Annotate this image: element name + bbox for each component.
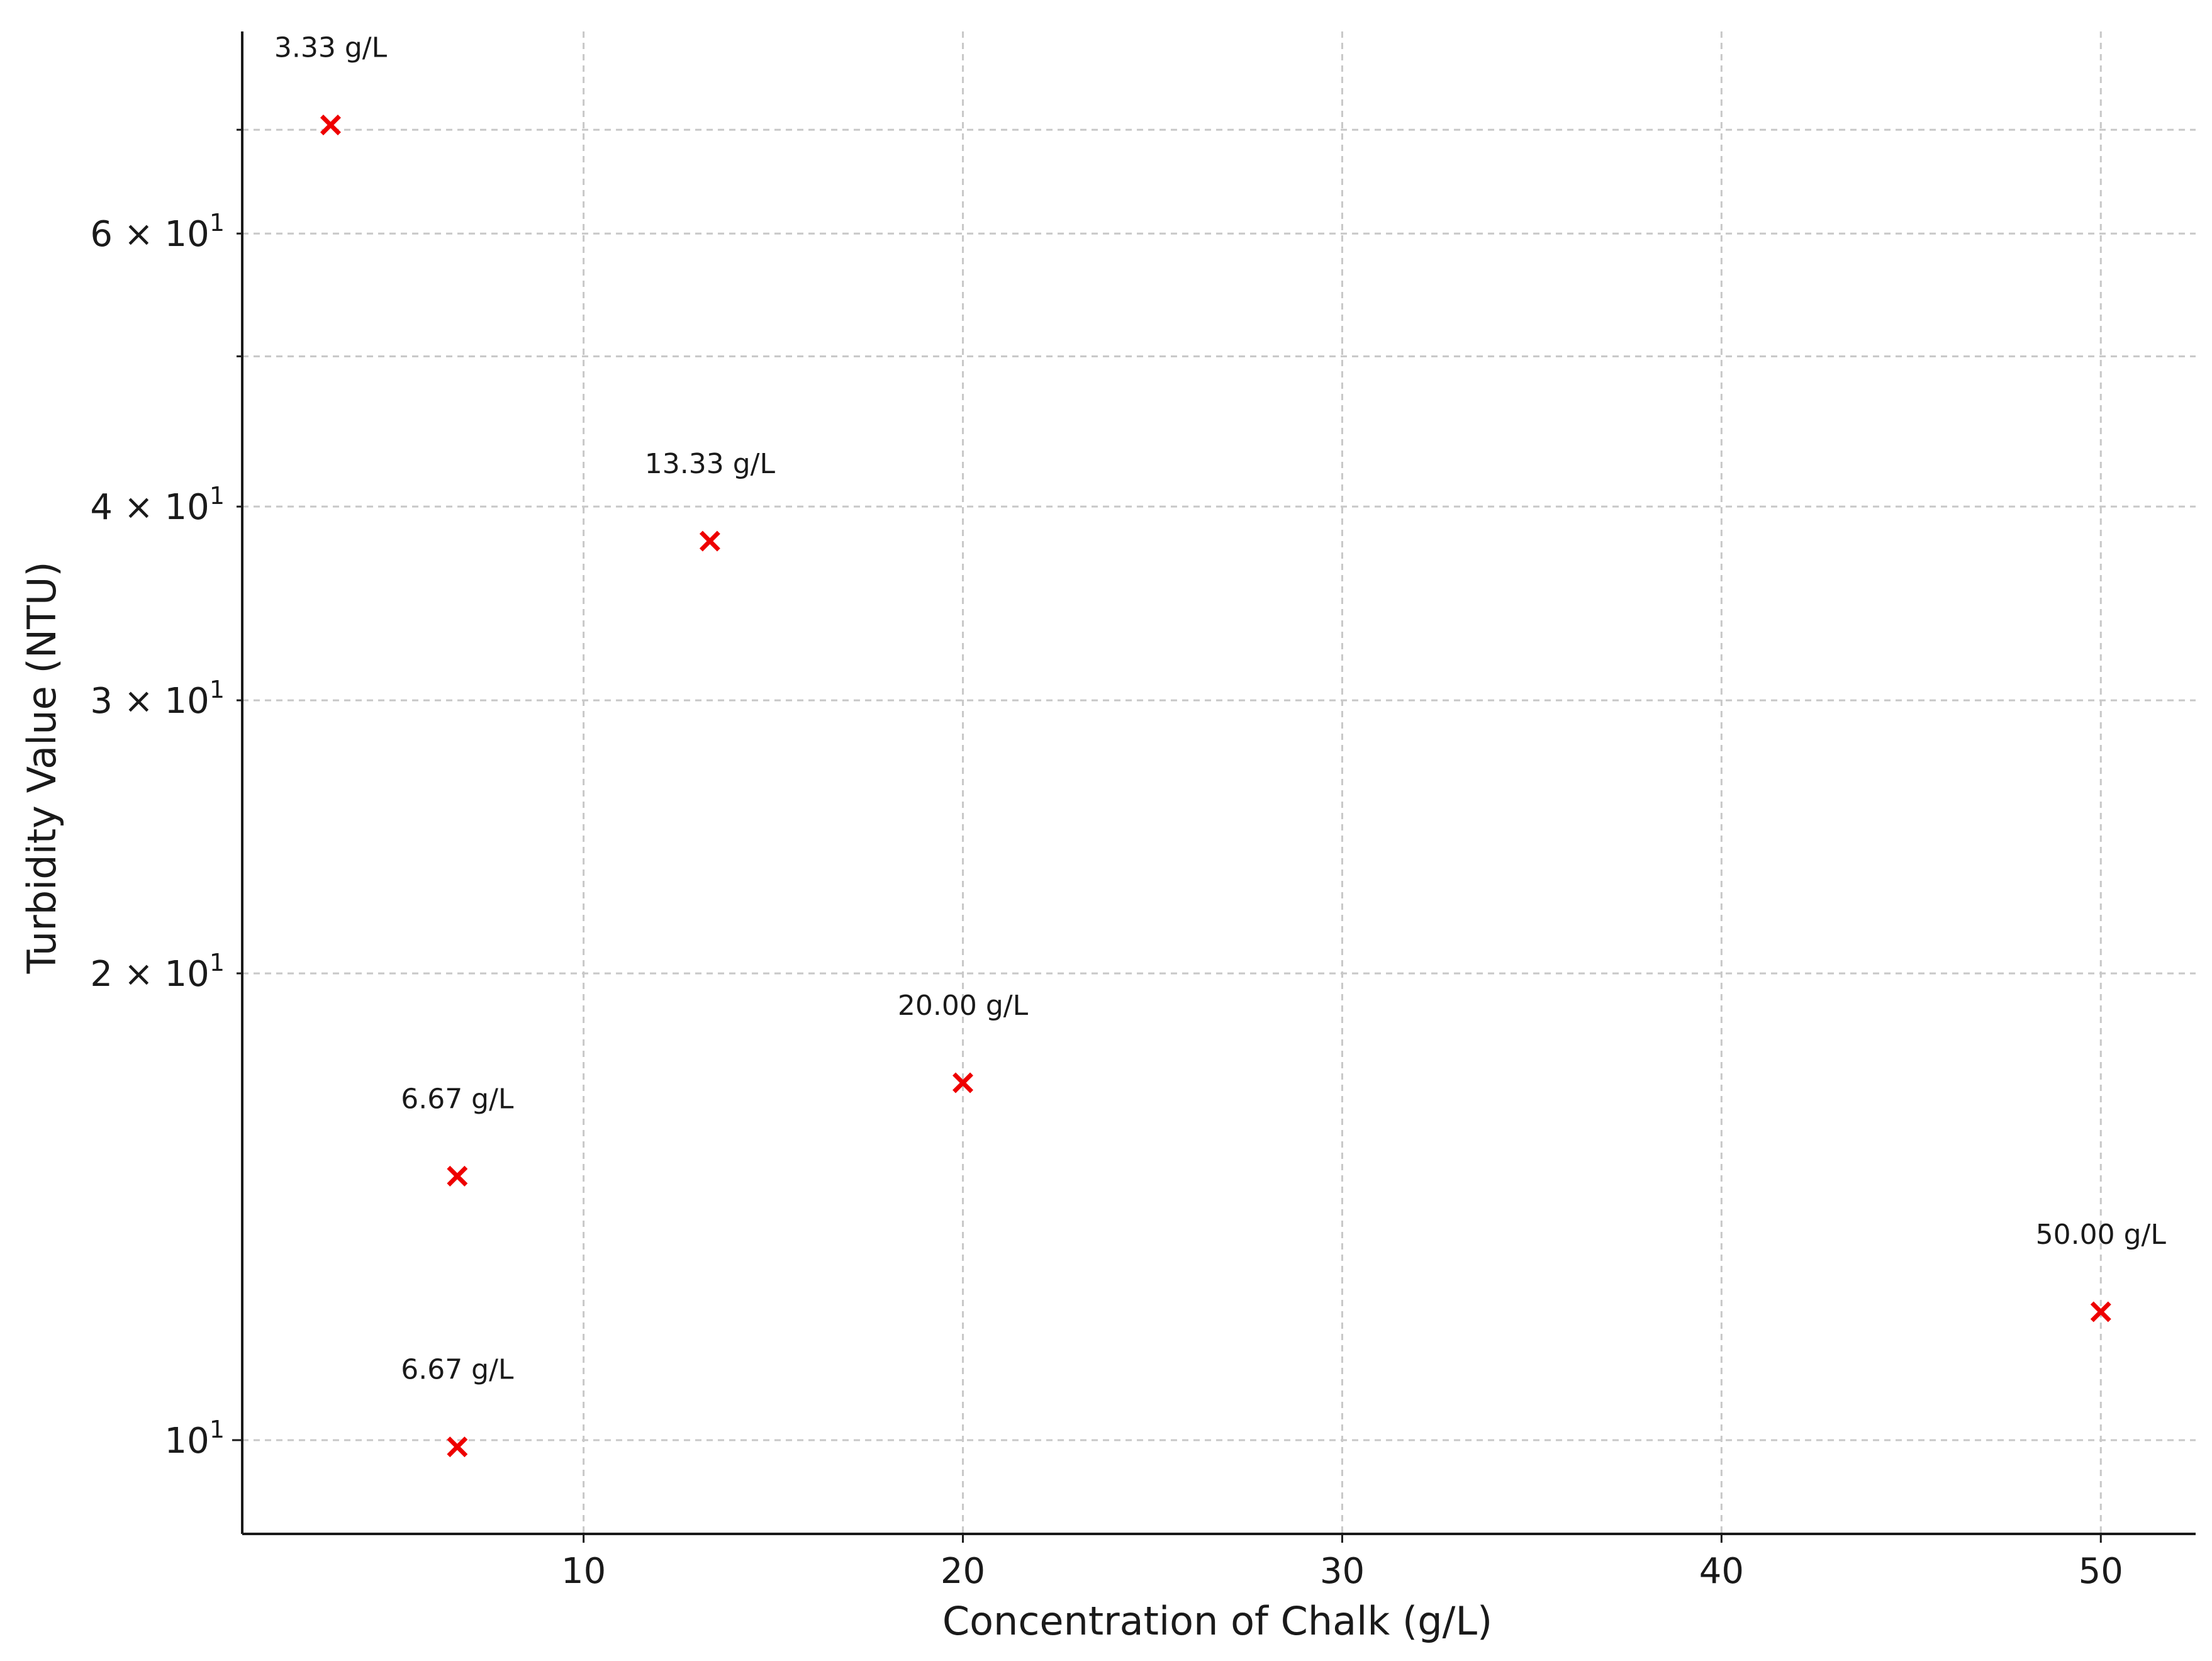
y-tick-base: 10 — [165, 1421, 209, 1462]
data-point — [699, 530, 720, 552]
y-tick-exponent: 1 — [209, 676, 225, 703]
data-point — [952, 1072, 974, 1093]
y-tick-exponent: 1 — [209, 1416, 225, 1443]
data-point — [447, 1436, 468, 1458]
y-tick-exponent: 1 — [209, 482, 225, 510]
x-tick-label: 20 — [941, 1551, 985, 1592]
y-tick-base: 3 × 10 — [90, 681, 209, 722]
point-label: 50.00 g/L — [2036, 1219, 2167, 1251]
y-tick-exponent: 1 — [209, 949, 225, 976]
x-tick-label: 10 — [561, 1551, 606, 1592]
data-point — [2090, 1301, 2111, 1323]
point-label: 6.67 g/L — [401, 1354, 514, 1386]
y-tick-label: 101 — [165, 1416, 225, 1462]
x-tick-label: 50 — [2079, 1551, 2123, 1592]
axes — [232, 31, 2196, 1543]
y-tick-label: 3 × 101 — [90, 676, 225, 722]
y-tick-label: 6 × 101 — [90, 209, 225, 255]
y-tick-base: 4 × 10 — [90, 487, 209, 528]
point-label: 20.00 g/L — [898, 990, 1029, 1022]
y-axis-label: Turbidity Value (NTU) — [19, 561, 65, 974]
y-tick-exponent: 1 — [209, 209, 225, 237]
y-tick-label: 2 × 101 — [90, 949, 225, 995]
grid-lines — [242, 31, 2196, 1534]
data-point — [320, 115, 341, 136]
x-axis-label: Concentration of Chalk (g/L) — [942, 1598, 1492, 1644]
y-tick-label: 4 × 101 — [90, 482, 225, 528]
data-points — [320, 115, 2111, 1458]
x-tick-label: 30 — [1320, 1551, 1365, 1592]
point-label: 13.33 g/L — [645, 448, 776, 480]
data-point — [447, 1165, 468, 1187]
y-tick-base: 2 × 10 — [90, 954, 209, 995]
x-tick-label: 40 — [1699, 1551, 1744, 1592]
y-tick-base: 6 × 10 — [90, 214, 209, 255]
point-labels: 3.33 g/L 6.67 g/L 6.67 g/L 13.33 g/L 20.00 g… — [274, 32, 2167, 1386]
point-label: 6.67 g/L — [401, 1083, 514, 1115]
point-label: 3.33 g/L — [274, 32, 388, 64]
